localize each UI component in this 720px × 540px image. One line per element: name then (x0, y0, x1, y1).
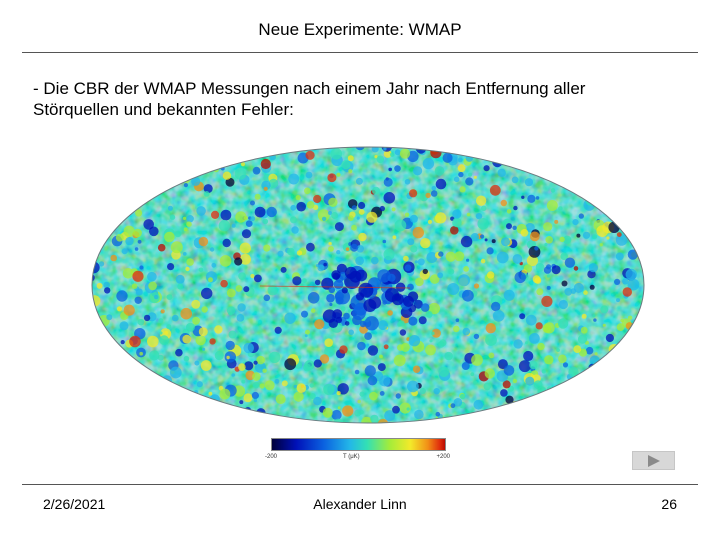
footer-divider (22, 484, 698, 485)
temperature-colorbar: -200 T (μK) +200 (265, 438, 450, 468)
footer-date: 2/26/2021 (43, 496, 106, 512)
colorbar-gradient (271, 438, 446, 451)
title-divider (22, 52, 698, 53)
footer-page-number: 26 (661, 496, 677, 512)
play-triangle-icon (648, 455, 660, 467)
next-slide-button[interactable] (632, 451, 675, 470)
colorbar-unit-label: T (μK) (343, 454, 360, 460)
slide-body: - Die CBR der WMAP Messungen nach einem … (33, 78, 673, 120)
colorbar-max-label: +200 (436, 454, 450, 460)
colorbar-min-label: -200 (265, 454, 278, 460)
footer-author: Alexander Linn (313, 496, 407, 512)
slide-title: Neue Experimente: WMAP (258, 20, 462, 39)
body-line-2: Störquellen und bekannten Fehler: (33, 100, 294, 119)
body-line-1: - Die CBR der WMAP Messungen nach einem … (33, 79, 586, 98)
sky-map-image (91, 146, 645, 424)
wmap-sky-map (90, 145, 646, 425)
